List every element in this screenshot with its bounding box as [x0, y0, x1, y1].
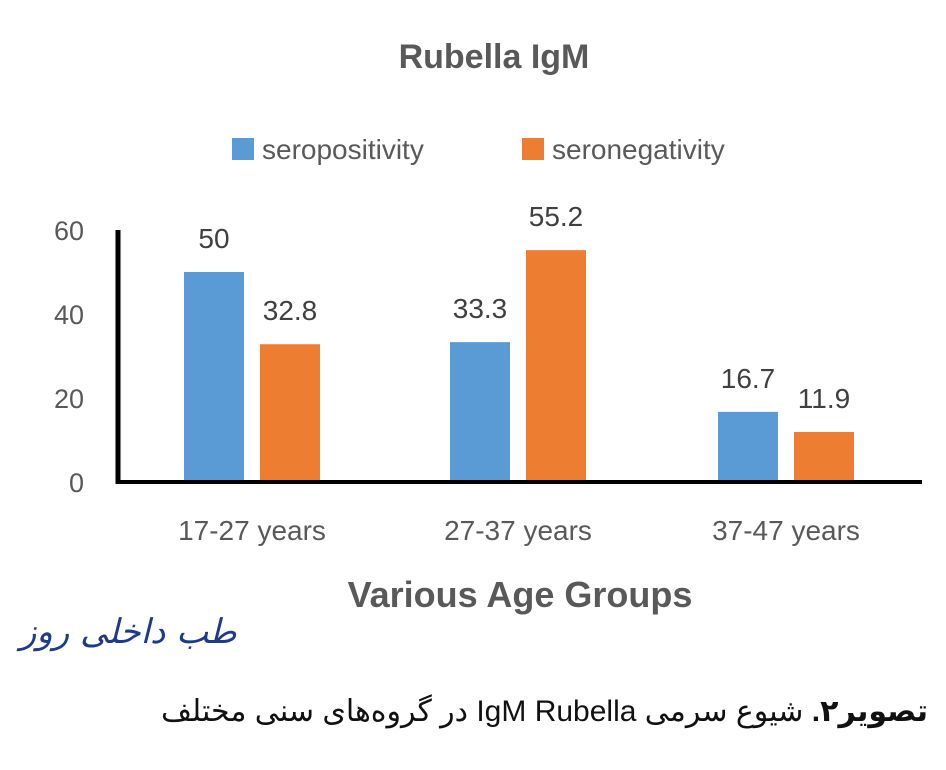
data-label: 50: [198, 223, 229, 254]
bar-seropositivity-2: [718, 411, 778, 482]
y-tick-label: 60: [54, 216, 84, 246]
x-axis-label: Various Age Groups: [348, 574, 693, 615]
x-tick-label: 37-47 years: [712, 515, 860, 546]
legend-label-seronegativity: seronegativity: [552, 134, 725, 165]
data-label: 33.3: [453, 293, 508, 324]
x-tick-label: 17-27 years: [178, 515, 326, 546]
y-axis-ticks: 0 20 40 60: [54, 216, 84, 498]
figure-caption: تصویر۲. شیوع سرمی IgM Rubella در گروه‌ها…: [161, 694, 928, 729]
x-axis-categories: 17-27 years 27-37 years 37-47 years: [178, 515, 860, 546]
value-labels: 50 32.8 33.3 55.2 16.7 11.9: [198, 201, 850, 414]
bar-seropositivity-0: [184, 272, 244, 482]
y-tick-label: 40: [54, 300, 84, 330]
chart-title: Rubella IgM: [399, 38, 590, 76]
legend-swatch-seronegativity: [522, 138, 544, 160]
data-label: 16.7: [721, 363, 776, 394]
y-tick-label: 0: [69, 468, 84, 498]
legend: seropositivity seronegativity: [232, 134, 725, 165]
logo: طب داخلی روز: [20, 612, 237, 652]
legend-label-seropositivity: seropositivity: [262, 134, 424, 165]
x-tick-label: 27-37 years: [444, 515, 592, 546]
bar-seronegativity-0: [260, 344, 320, 482]
bars: [184, 250, 854, 482]
y-tick-label: 20: [54, 384, 84, 414]
caption-text: شیوع سرمی IgM Rubella در گروه‌های سنی مخ…: [161, 695, 812, 728]
data-label: 32.8: [263, 295, 318, 326]
legend-swatch-seropositivity: [232, 138, 254, 160]
bar-seronegativity-1: [526, 250, 586, 482]
caption-number: تصویر۲.: [811, 695, 928, 728]
data-label: 11.9: [798, 383, 850, 414]
bar-seropositivity-1: [450, 342, 510, 482]
data-label: 55.2: [529, 201, 584, 232]
bar-seronegativity-2: [794, 432, 854, 482]
chart: Rubella IgM seropositivity seronegativity…: [54, 38, 922, 615]
